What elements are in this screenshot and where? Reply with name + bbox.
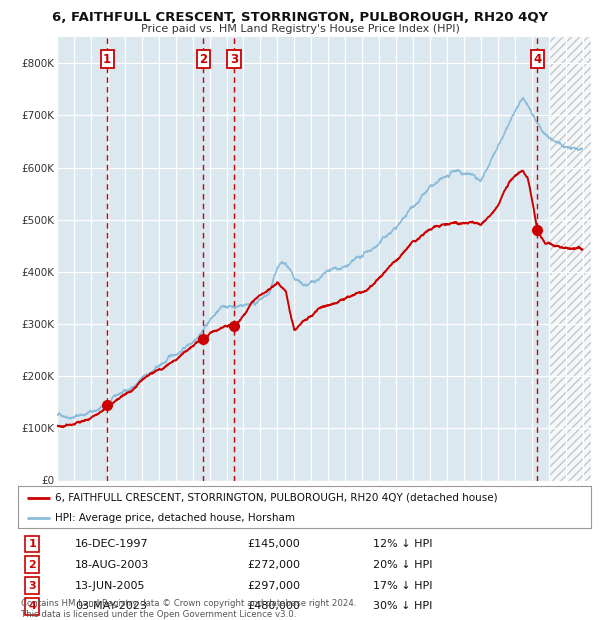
Text: £145,000: £145,000 bbox=[247, 539, 300, 549]
Text: 6, FAITHFULL CRESCENT, STORRINGTON, PULBOROUGH, RH20 4QY (detached house): 6, FAITHFULL CRESCENT, STORRINGTON, PULB… bbox=[55, 493, 498, 503]
Text: 1: 1 bbox=[103, 53, 111, 66]
Text: 13-JUN-2005: 13-JUN-2005 bbox=[76, 580, 146, 590]
Text: 2: 2 bbox=[28, 560, 36, 570]
Text: Price paid vs. HM Land Registry's House Price Index (HPI): Price paid vs. HM Land Registry's House … bbox=[140, 24, 460, 33]
Text: 17% ↓ HPI: 17% ↓ HPI bbox=[373, 580, 433, 590]
Text: 4: 4 bbox=[28, 601, 36, 611]
Text: 03-MAY-2023: 03-MAY-2023 bbox=[76, 601, 148, 611]
Text: £272,000: £272,000 bbox=[247, 560, 300, 570]
Text: 12% ↓ HPI: 12% ↓ HPI bbox=[373, 539, 433, 549]
Text: £480,000: £480,000 bbox=[247, 601, 300, 611]
Text: 4: 4 bbox=[533, 53, 542, 66]
Text: 1: 1 bbox=[28, 539, 36, 549]
Text: 2: 2 bbox=[199, 53, 208, 66]
Text: 18-AUG-2003: 18-AUG-2003 bbox=[76, 560, 149, 570]
Text: 30% ↓ HPI: 30% ↓ HPI bbox=[373, 601, 433, 611]
Text: £297,000: £297,000 bbox=[247, 580, 300, 590]
Text: 3: 3 bbox=[29, 580, 36, 590]
Text: 3: 3 bbox=[230, 53, 238, 66]
Text: 16-DEC-1997: 16-DEC-1997 bbox=[76, 539, 149, 549]
Text: 20% ↓ HPI: 20% ↓ HPI bbox=[373, 560, 433, 570]
Text: HPI: Average price, detached house, Horsham: HPI: Average price, detached house, Hors… bbox=[55, 513, 295, 523]
Text: 6, FAITHFULL CRESCENT, STORRINGTON, PULBOROUGH, RH20 4QY: 6, FAITHFULL CRESCENT, STORRINGTON, PULB… bbox=[52, 11, 548, 24]
Text: Contains HM Land Registry data © Crown copyright and database right 2024.
This d: Contains HM Land Registry data © Crown c… bbox=[21, 600, 356, 619]
